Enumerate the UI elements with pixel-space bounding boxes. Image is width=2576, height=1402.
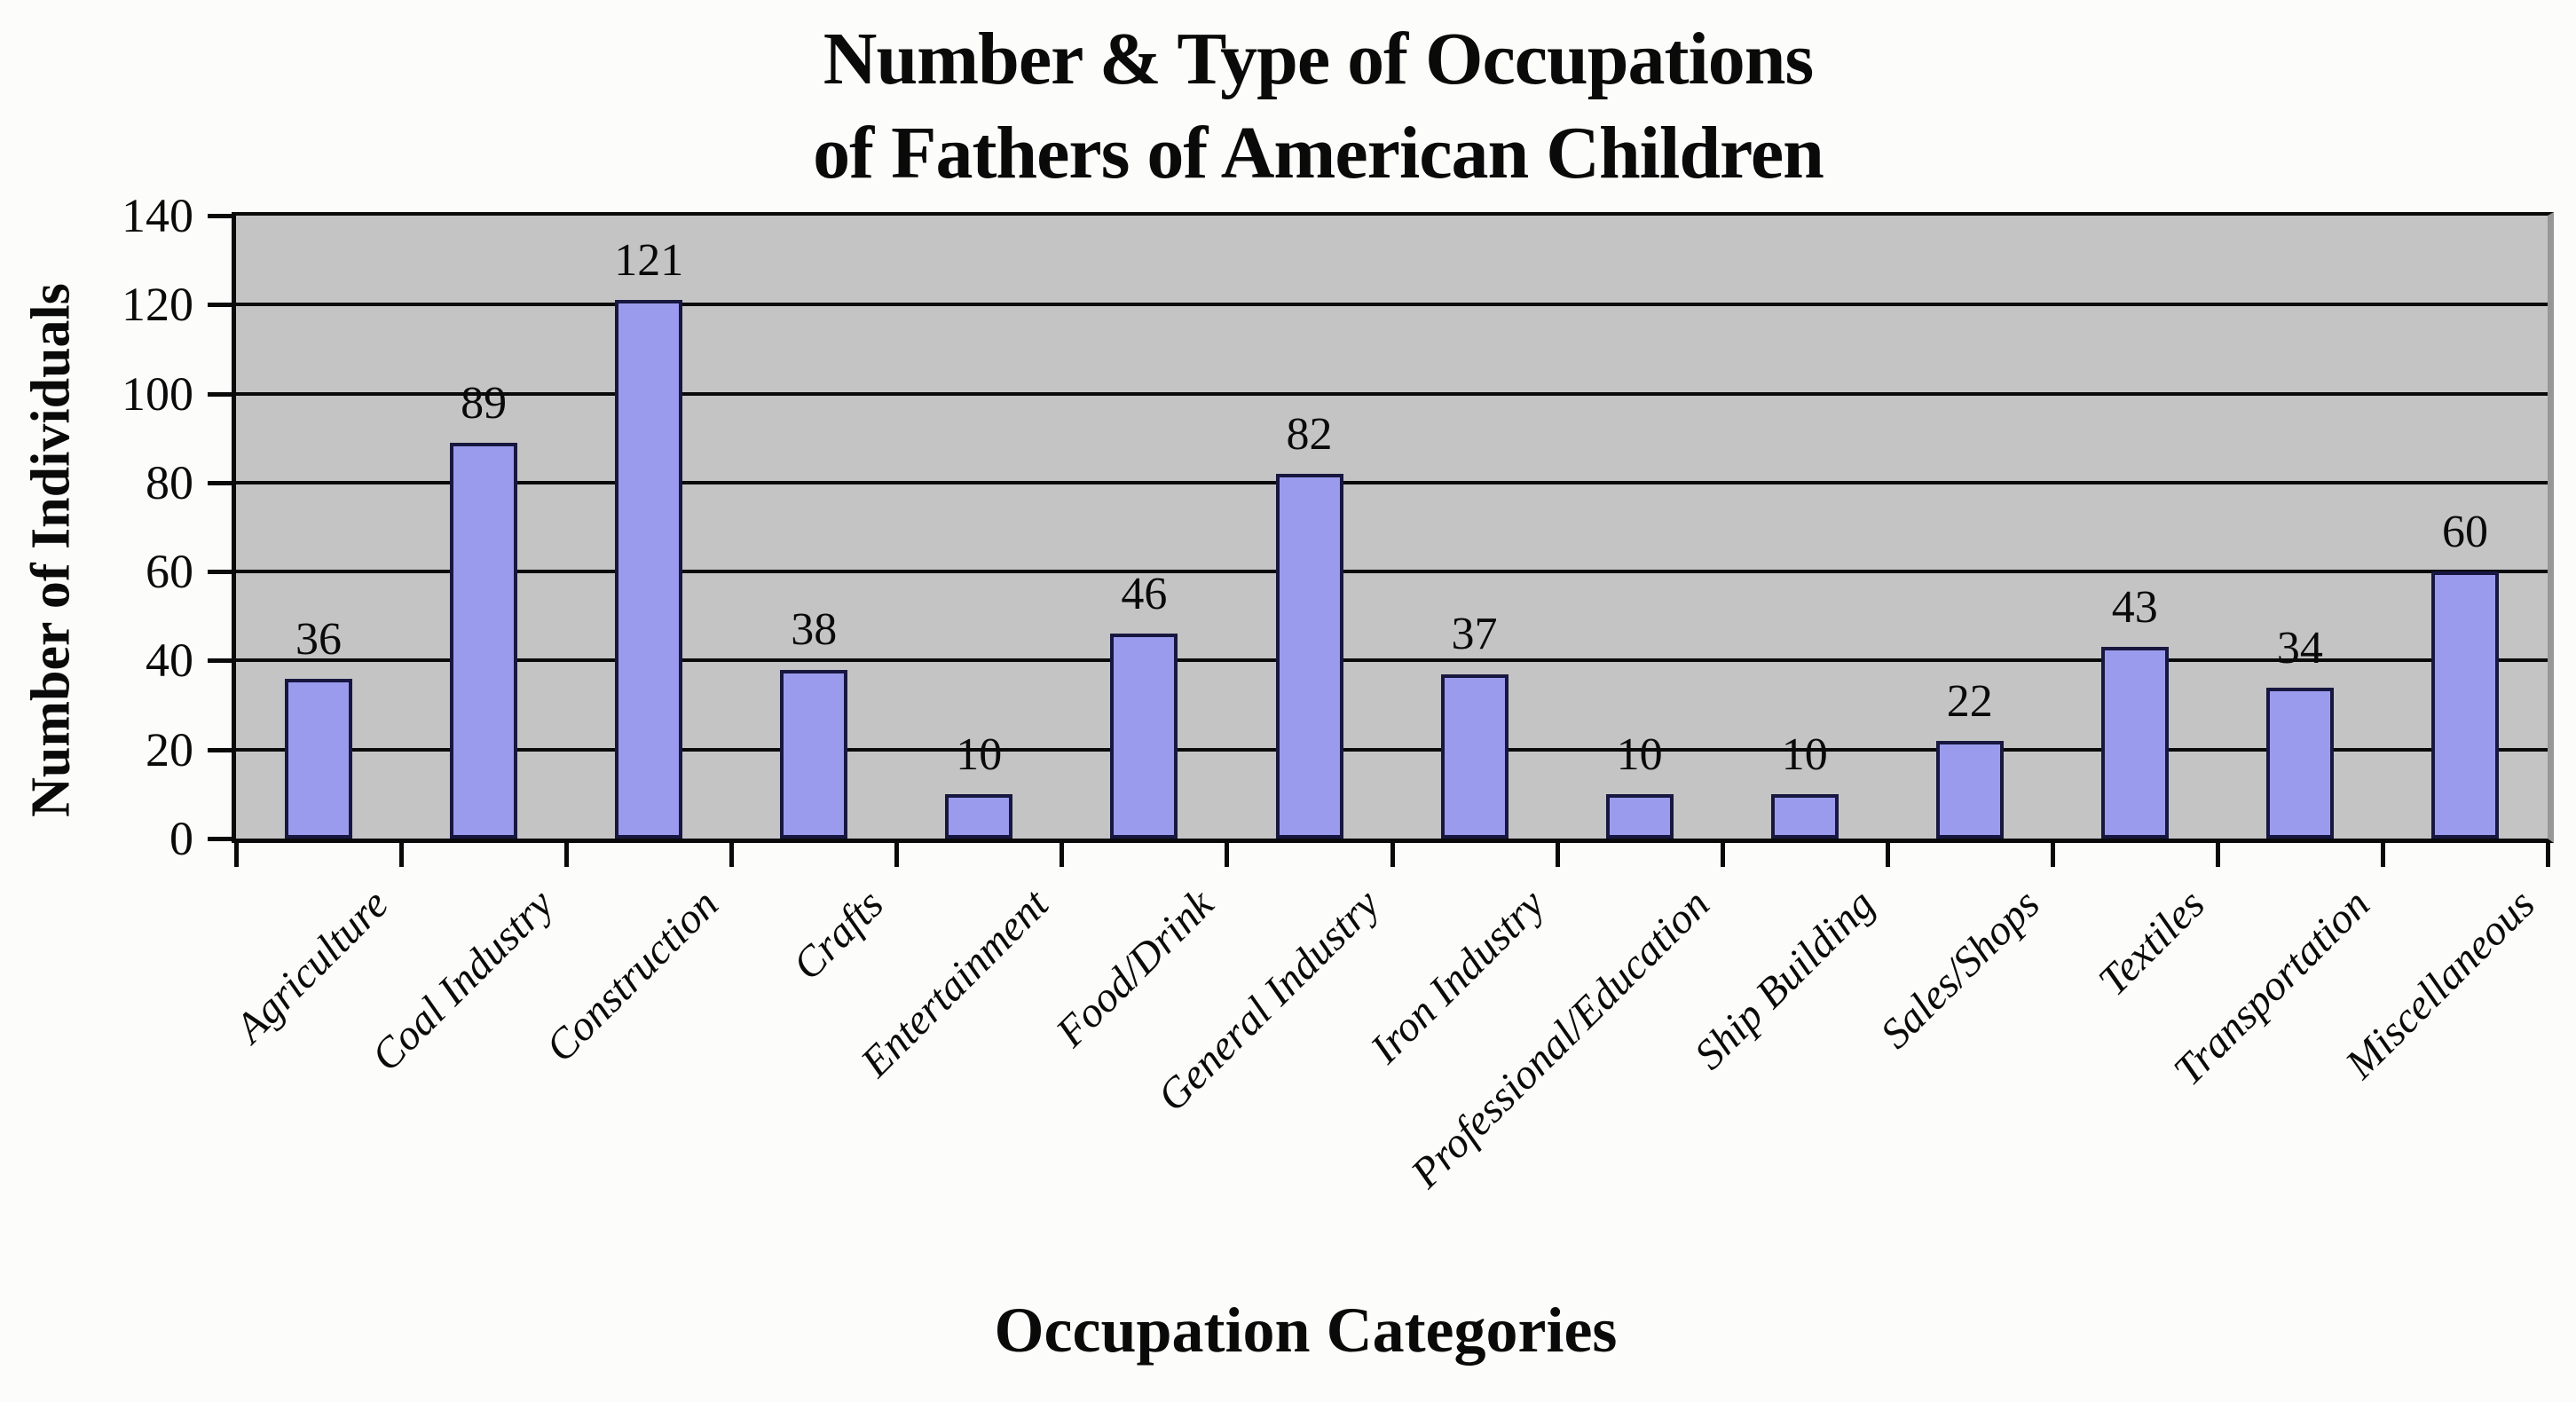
bar-value-label: 121 [614,235,684,287]
gridline [236,391,2548,396]
x-tick [2050,843,2055,867]
bar-value-label: 10 [1616,729,1663,780]
y-tick [208,391,232,397]
bar-value-label: 60 [2442,507,2488,558]
y-tick [208,837,232,841]
y-tick-label: 120 [122,278,193,332]
bar [1935,740,2004,839]
x-tick [1060,843,1065,867]
chart-title-line2: of Fathers of American Children [813,112,1824,194]
y-tick [208,747,232,752]
bar [780,669,848,839]
x-tick [1225,843,1230,867]
chart-title: Number & Type of Occupations of Fathers … [30,12,2576,201]
bar-value-label: 46 [1121,569,1168,620]
bar [2100,647,2169,839]
x-tick [729,843,735,867]
x-category-label: Professional/Education [1401,880,1719,1198]
bar-value-label: 36 [295,613,342,665]
bar [2431,571,2499,839]
x-axis-title: Occupation Categories [994,1295,1618,1366]
plot-area: 36 89 121 38 10 46 82 37 10 10 22 43 34 60 [232,212,2554,843]
y-tick [208,570,232,575]
x-tick [1390,843,1395,867]
bar-value-label: 38 [791,604,838,656]
x-tick [1720,843,1725,867]
x-tick [2215,843,2220,867]
y-tick-label: 80 [146,455,193,509]
x-category-label: Food/Drink [1047,880,1224,1057]
bar [1605,793,1674,839]
bar-value-label: 10 [1781,729,1828,780]
x-tick [564,843,570,867]
x-category-label: Agriculture [226,880,398,1052]
y-tick [208,480,232,485]
bar [285,678,352,839]
y-tick-label: 60 [146,545,193,599]
y-tick-label: 40 [146,634,193,688]
bar [615,300,683,839]
y-tick [208,303,232,308]
bar [1275,473,1343,839]
bar [945,793,1013,839]
gridline [236,747,2548,752]
x-tick [234,843,239,867]
y-tick-label: 20 [146,722,193,776]
bar-value-label: 43 [2111,582,2158,634]
bar-value-label: 89 [461,377,508,429]
bar [2265,687,2334,839]
gridline [236,480,2548,484]
x-tick [1885,843,1890,867]
x-category-label: Construction [537,880,728,1072]
y-tick [208,658,232,664]
x-category-label: Sales/Shops [1871,880,2049,1058]
bar [1770,793,1839,839]
bar-value-label: 22 [1946,675,1993,727]
bar [1110,634,1178,839]
bar-value-label: 37 [1451,609,1498,660]
y-tick-label: 140 [122,189,193,242]
y-tick-label: 0 [169,812,193,865]
gridline [236,303,2548,307]
gridline [236,570,2548,574]
x-tick [2380,843,2385,867]
x-category-label: Textiles [2089,880,2214,1005]
x-tick [399,843,405,867]
y-tick [208,214,232,218]
x-tick [1555,843,1560,867]
bar [450,442,518,839]
chart-title-line1: Number & Type of Occupations [823,18,1814,100]
x-category-label: Crafts [784,880,894,989]
gridline [236,658,2548,663]
bar [1440,673,1509,839]
y-tick-label: 100 [122,366,193,421]
bar-value-label: 82 [1286,408,1333,460]
x-tick [2546,843,2550,867]
bar-value-label: 10 [956,729,1003,780]
bar-value-label: 34 [2276,622,2323,673]
x-tick [894,843,900,867]
